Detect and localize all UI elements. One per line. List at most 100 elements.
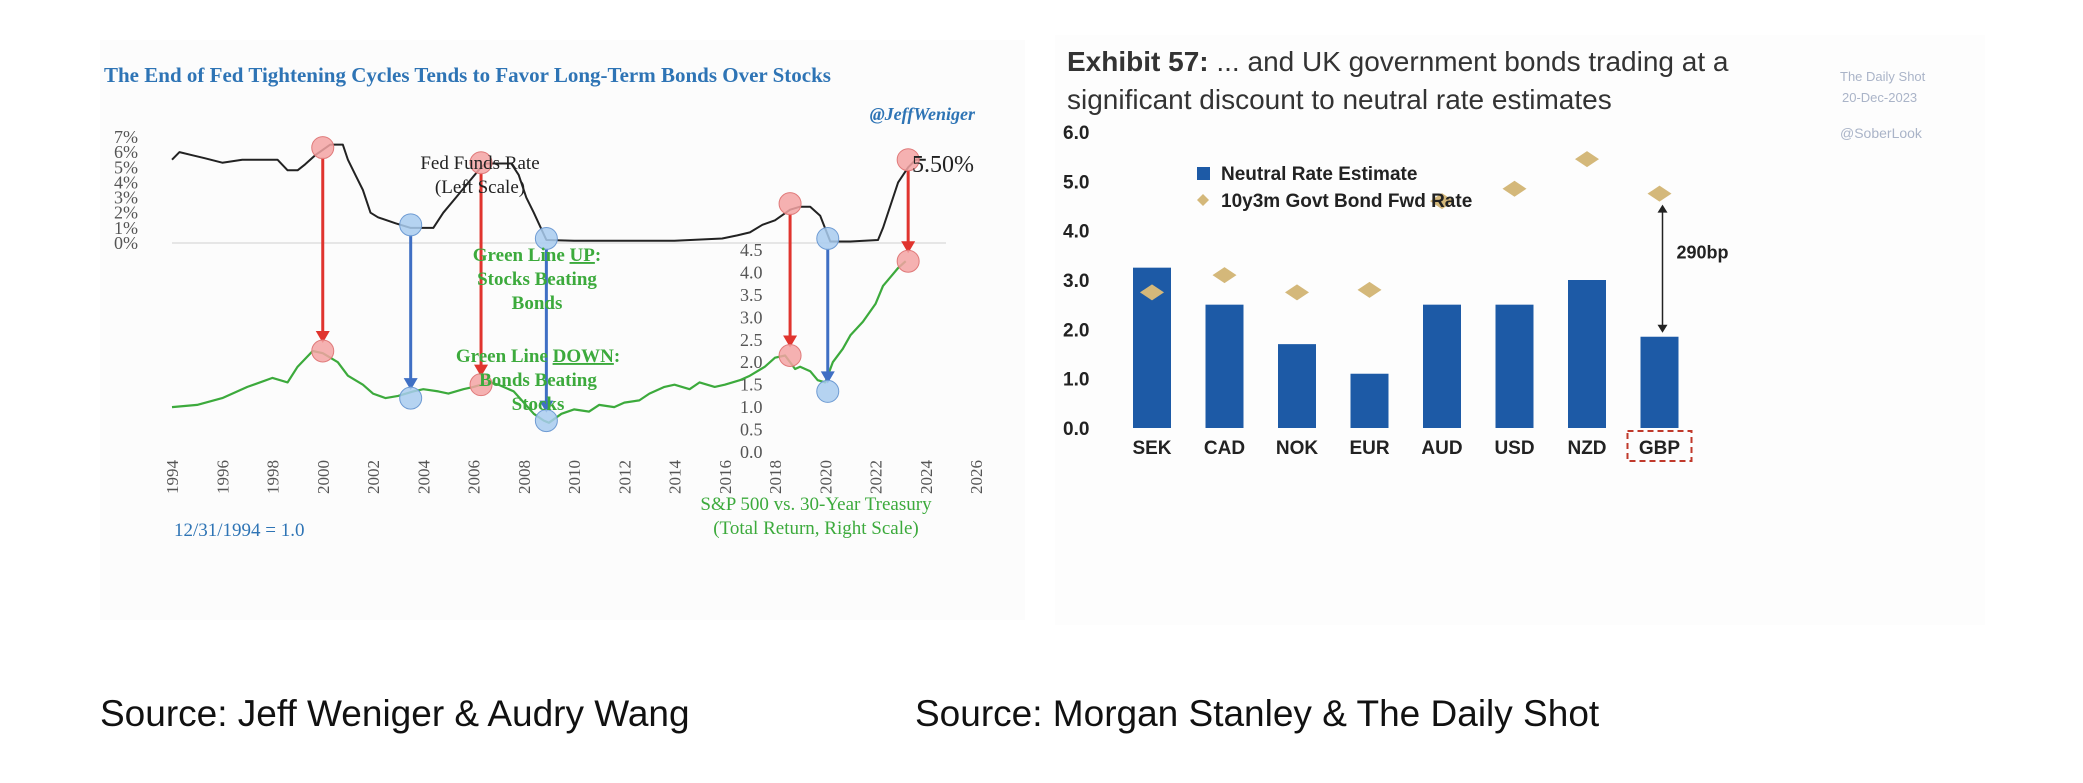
right-y-tick-label: 2.0 [1063, 320, 1089, 341]
right-chart-y-ticks: 0.0 1.0 2.0 3.0 4.0 5.0 6.0 [1063, 123, 1089, 440]
x-axis-tick-label: 2026 [967, 460, 986, 494]
fed-tightening-chart-svg: The End of Fed Tightening Cycles Tends t… [104, 63, 986, 541]
fed-funds-label: Fed Funds Rate [420, 153, 539, 174]
spx-treasury-scale-label: (Total Return, Right Scale) [713, 518, 919, 539]
red-cycle-marker [778, 192, 802, 216]
right-axis-tick-label: 3.5 [740, 285, 763, 305]
x-axis-tick-label: 2008 [515, 460, 534, 494]
left-source-caption: Source: Jeff Weniger & Audry Wang [100, 693, 690, 734]
right-y-tick-label: 3.0 [1063, 271, 1089, 292]
fed-funds-line [171, 143, 926, 243]
right-chart-legend: Neutral Rate Estimate 10y3m Govt Bond Fw… [1197, 164, 1472, 212]
blue-cycle-marker [534, 226, 558, 250]
x-axis-tick-label: 2020 [816, 460, 835, 494]
right-axis-tick-label: 4.5 [740, 240, 763, 260]
red-cycle-marker [469, 373, 493, 397]
watermark-source: The Daily Shot [1840, 69, 1926, 84]
category-label-usd: USD [1494, 438, 1534, 459]
blue-cycle-marker [816, 226, 840, 250]
bar-gbp [1640, 336, 1679, 428]
left-axis-tick-label: 5% [114, 157, 138, 177]
right-axis-tick-label: 1.5 [740, 375, 763, 395]
blue-cycle-marker [399, 213, 423, 237]
x-axis-tick-label: 1996 [213, 460, 232, 494]
red-arrow-head [783, 335, 798, 348]
left-axis-tick-label: 4% [114, 172, 138, 192]
spx-treasury-line [171, 260, 907, 424]
fed-funds-scale-label: (Left Scale) [435, 177, 525, 198]
green-up-line-2: Stocks Beating [477, 269, 597, 290]
diamond-usd [1502, 180, 1527, 197]
category-label-cad: CAD [1204, 438, 1245, 459]
left-axis-tick-label: 3% [114, 188, 138, 208]
right-axis-tick-label: 2.0 [740, 352, 763, 372]
legend-diamond-marker [1197, 194, 1209, 206]
category-label-nok: NOK [1276, 438, 1319, 459]
watermark-handle: @SoberLook [1840, 125, 1923, 141]
green-down-line-3: Stocks [512, 394, 565, 415]
x-axis-tick-label: 1998 [264, 460, 283, 494]
left-chart-title: The End of Fed Tightening Cycles Tends t… [104, 63, 831, 87]
right-axis-ticks: 4.54.0 3.53.0 2.52.0 1.51.0 0.50.0 [740, 240, 763, 462]
red-cycle-marker [896, 249, 920, 273]
category-label-aud: AUD [1421, 438, 1462, 459]
x-axis-tick-label: 2004 [414, 460, 433, 495]
blue-cycle-marker [816, 379, 840, 403]
legend-bar-swatch [1197, 167, 1210, 180]
highlight-box-gbp [1626, 430, 1693, 462]
right-axis-tick-label: 0.0 [740, 442, 763, 462]
neutral-rate-chart-svg: Exhibit 57: ... and UK government bonds … [1063, 46, 1926, 462]
category-label-eur: EUR [1349, 438, 1389, 459]
diamond-eur [1357, 281, 1382, 298]
right-axis-tick-label: 2.5 [740, 330, 763, 350]
neutral-rate-chart: Exhibit 57: ... and UK government bonds … [1055, 35, 1985, 625]
x-axis-tick-label: 2010 [565, 460, 584, 494]
x-axis-tick-label: 2012 [615, 460, 634, 494]
gap-annotation-label: 290bp [1677, 243, 1729, 263]
gap-arrowhead-down [1657, 324, 1668, 333]
x-axis-tick-label: 2016 [716, 460, 735, 494]
legend-bond-fwd-rate: 10y3m Govt Bond Fwd Rate [1221, 191, 1472, 212]
blue-cycle-marker [534, 409, 558, 433]
category-label-gbp: GBP [1639, 438, 1681, 459]
left-axis-tick-label: 7% [114, 127, 138, 147]
category-label-nzd: NZD [1567, 438, 1606, 459]
fed-rate-end-value: 5.50% [912, 152, 974, 178]
watermark-date: 20-Dec-2023 [1842, 90, 1917, 105]
cycle-arrows [315, 157, 916, 413]
base-date-note: 12/31/1994 = 1.0 [174, 520, 305, 541]
x-axis-tick-label: 2022 [867, 460, 886, 494]
diamond-nzd [1575, 151, 1599, 168]
bar-usd [1495, 304, 1534, 428]
x-axis-tick-label: 2002 [364, 460, 383, 494]
diamond-sek [1140, 284, 1164, 301]
red-cycle-marker [311, 339, 335, 363]
blue-arrow-head [820, 371, 835, 384]
right-axis-tick-label: 4.0 [740, 262, 763, 282]
cycle-markers [311, 136, 920, 433]
bar-cad [1205, 304, 1244, 428]
right-chart-title-line-1: Exhibit 57: ... and UK government bonds … [1067, 46, 1729, 77]
blue-cycle-marker [399, 386, 423, 410]
left-axis-tick-label: 1% [114, 218, 138, 238]
right-axis-tick-label: 3.0 [740, 307, 763, 327]
left-axis-tick-label: 6% [114, 142, 138, 162]
right-y-tick-label: 1.0 [1063, 370, 1089, 391]
diamond-aud [1430, 193, 1454, 210]
bar-nzd [1568, 280, 1606, 428]
left-axis-ticks: 7%6%5%4%3%2%1%0% [114, 127, 138, 253]
legend-neutral-rate: Neutral Rate Estimate [1221, 164, 1417, 185]
green-down-line-2: Bonds Beating [479, 370, 597, 391]
blue-arrow-head [403, 378, 418, 391]
blue-arrow-head [539, 400, 554, 413]
currency-labels: SEK CAD NOK EUR AUD USD NZD GBP [1132, 430, 1693, 462]
green-up-line-3: Bonds [512, 293, 563, 314]
diamond-cad [1212, 267, 1237, 284]
diamond-nok [1285, 284, 1309, 301]
green-up-label: Green Line UP: [473, 245, 601, 266]
right-axis-tick-label: 0.5 [740, 420, 763, 440]
red-cycle-marker [311, 136, 335, 160]
red-cycle-marker [896, 148, 920, 172]
x-axis-tick-label: 2014 [666, 460, 685, 495]
x-axis-tick-label: 2000 [314, 460, 333, 494]
